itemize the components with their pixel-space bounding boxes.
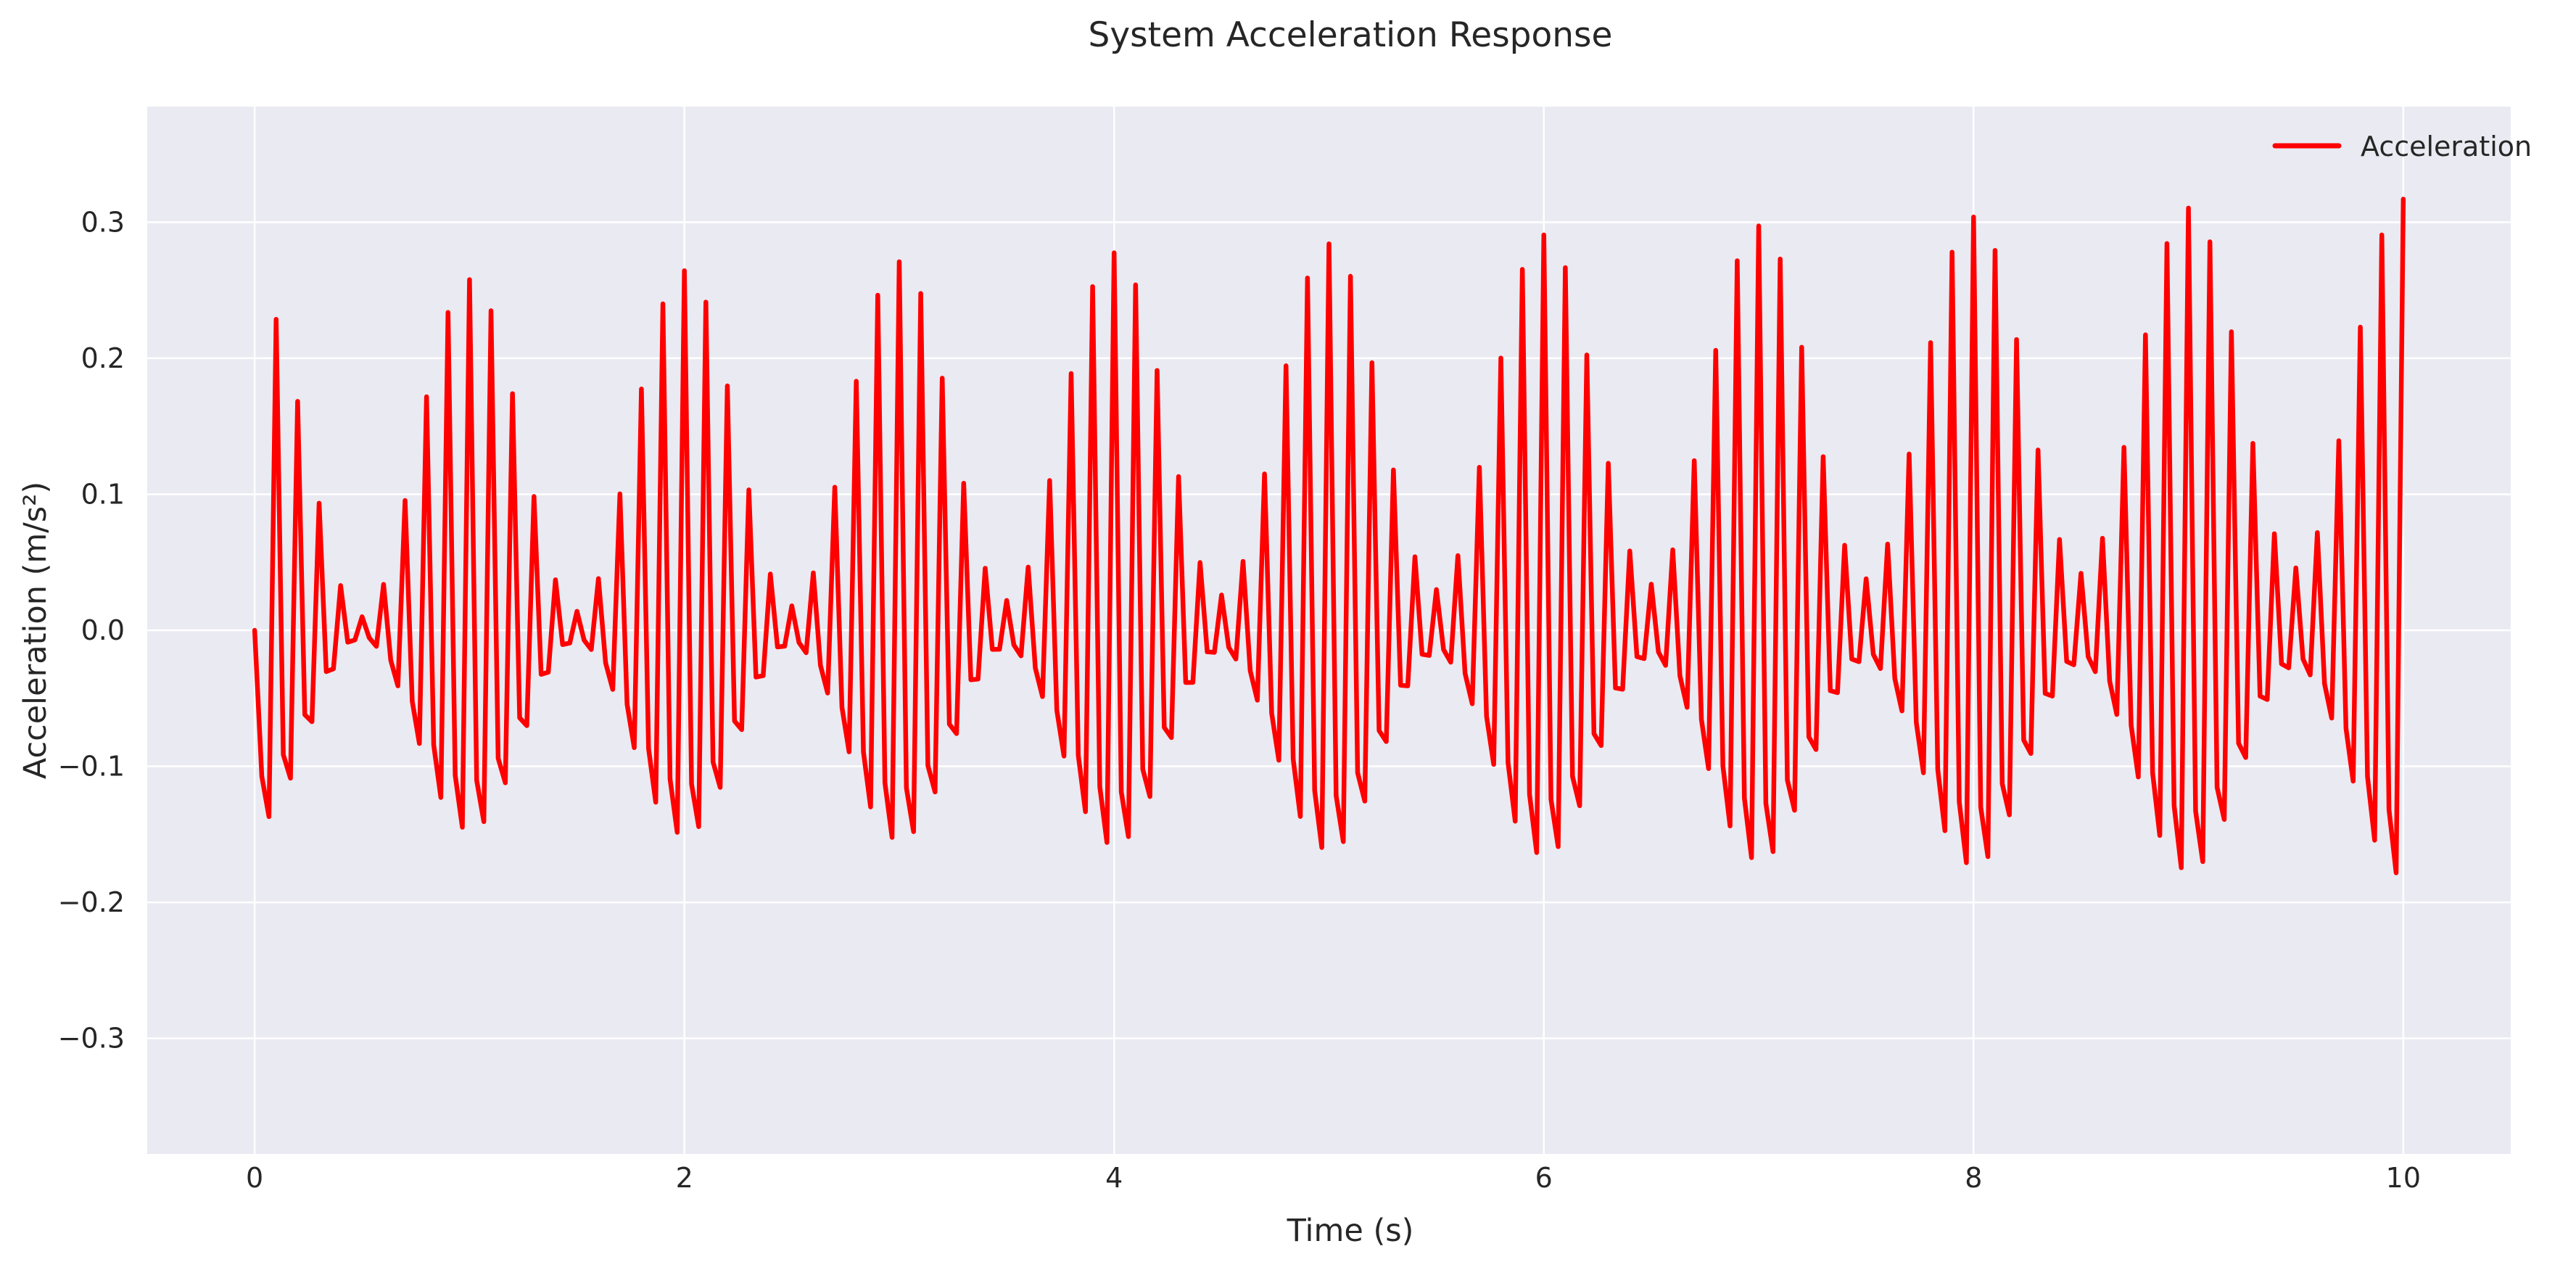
x-tick-label: 6	[1535, 1162, 1553, 1194]
y-tick-label: 0.3	[81, 206, 125, 238]
legend: Acceleration	[2272, 131, 2532, 162]
x-tick-label: 2	[676, 1162, 693, 1194]
y-tick-label: 0.1	[81, 478, 125, 510]
series-line-acceleration	[252, 197, 2406, 875]
x-axis-label: Time (s)	[1287, 1213, 1414, 1249]
y-tick-label: 0.2	[81, 342, 125, 374]
y-tick-label: −0.2	[58, 886, 125, 918]
legend-entry-acceleration: Acceleration	[2361, 131, 2532, 162]
x-axis-ticks: 0 2 4 6 8 10	[246, 1162, 2421, 1194]
chart-title: System Acceleration Response	[1089, 15, 1613, 55]
x-tick-label: 10	[2386, 1162, 2421, 1194]
y-axis-label: Acceleration (m/s²)	[17, 482, 54, 779]
y-tick-label: −0.3	[58, 1023, 125, 1055]
x-tick-label: 8	[1965, 1162, 1982, 1194]
x-tick-label: 0	[246, 1162, 263, 1194]
y-tick-label: −0.1	[58, 751, 125, 783]
y-tick-label: 0.0	[81, 614, 125, 646]
x-tick-label: 4	[1105, 1162, 1123, 1194]
y-axis-ticks: −0.3 −0.2 −0.1 0.0 0.1 0.2 0.3	[58, 206, 125, 1054]
